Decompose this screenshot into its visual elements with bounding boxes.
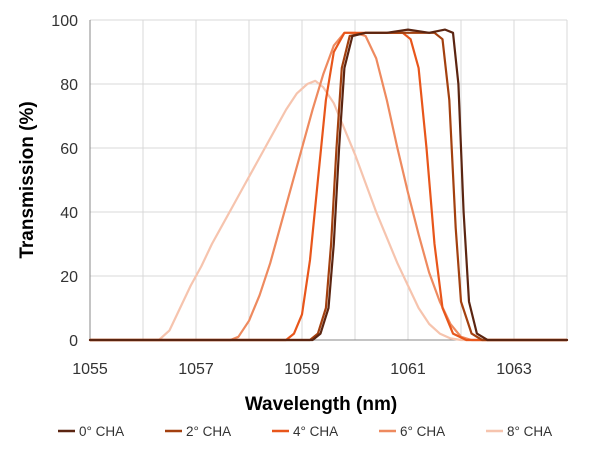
series-line-2 [88, 31, 569, 342]
legend-label: 0° CHA [79, 424, 124, 439]
legend-label: 4° CHA [293, 424, 338, 439]
x-tick-label: 1063 [496, 361, 532, 378]
series-lines [88, 28, 569, 342]
series-line-4 [88, 79, 569, 342]
y-tick-label: 20 [60, 269, 78, 286]
y-tick-label: 0 [69, 333, 78, 350]
y-tick-label: 100 [51, 13, 78, 30]
gridlines [90, 19, 568, 340]
series-line-0 [88, 28, 569, 342]
x-tick-label: 1055 [72, 361, 108, 378]
legend: 0° CHA 2° CHA 4° CHA 6° CHA 8° CHA [58, 424, 552, 439]
legend-label: 2° CHA [186, 424, 231, 439]
legend-label: 6° CHA [400, 424, 445, 439]
y-tick-label: 80 [60, 77, 78, 94]
x-tick-label: 1059 [284, 361, 320, 378]
x-tick-label: 1061 [390, 361, 426, 378]
tick-labels: 0 20 40 60 80 100 1055 1057 1059 1061 1063 [51, 13, 532, 378]
x-tick-label: 1057 [178, 361, 214, 378]
legend-label: 8° CHA [507, 424, 552, 439]
x-axis-title: Wavelength (nm) [245, 394, 397, 415]
y-tick-label: 60 [60, 141, 78, 158]
series-line-1 [88, 31, 569, 342]
axes [89, 20, 567, 341]
y-tick-label: 40 [60, 205, 78, 222]
y-axis-title: Transmission (%) [17, 101, 38, 258]
